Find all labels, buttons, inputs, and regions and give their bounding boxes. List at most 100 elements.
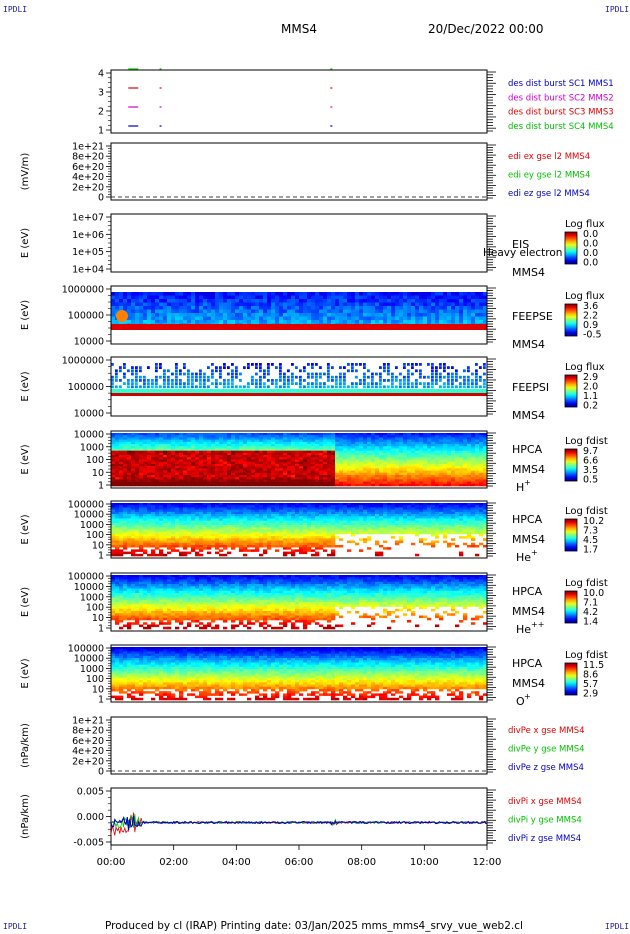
feepse-colorbar-label-2: 0.9 — [583, 320, 598, 331]
hpca_he-ytick-1: 10 — [92, 540, 104, 551]
hpca_h-ytick-1: 10 — [92, 468, 104, 479]
hpca_he2-species: He — [516, 623, 531, 636]
hpca_h-instrument: HPCA — [512, 443, 543, 456]
eis-spacecraft: MMS4 — [512, 266, 545, 279]
hpca_he2-colorbar-label-2: 4.2 — [583, 607, 598, 618]
feepsi-colorbar-label-3: 0.2 — [583, 401, 598, 412]
feepse-colorbar-label-3: -0.5 — [583, 330, 602, 341]
burst-ytick-2: 3 — [98, 88, 104, 99]
divpe-legend-1: divPe y gse MMS4 — [508, 745, 585, 755]
corner-label-tr: IPDLI — [605, 5, 630, 14]
burst-legend-1: des dist burst SC2 MMS2 — [508, 93, 614, 103]
xtick-6: 12:00 — [473, 857, 502, 868]
xtick-3: 06:00 — [285, 857, 314, 868]
feepse-ylabel: E (eV) — [20, 300, 31, 330]
hpca_h-colorbar-label-1: 6.6 — [583, 456, 598, 467]
hpca_he-ytick-4: 10000 — [74, 510, 104, 521]
hpca_o-ylabel: E (eV) — [20, 658, 31, 688]
hpca_he-spacecraft: MMS4 — [512, 533, 545, 546]
divpi-frame — [110, 787, 488, 846]
hpca_he-colorbar-label-2: 4.5 — [583, 535, 598, 546]
eis-ytick-1: 1e+05 — [72, 247, 104, 258]
divpi-ytick-1: 0.000 — [77, 812, 104, 823]
divpi-ytick-0: -0.005 — [73, 838, 104, 849]
hpca_o-ytick-4: 10000 — [74, 654, 104, 665]
edi-frame — [110, 142, 488, 201]
corner-label-tl: IPDLI — [3, 5, 28, 14]
feepsi-colorbar-label-2: 1.1 — [583, 391, 598, 402]
feepse-colorbar — [564, 303, 578, 337]
mission-title: MMS4 — [281, 22, 317, 36]
xtick-5: 10:00 — [410, 857, 439, 868]
divpe-ytick-4: 8e+20 — [72, 726, 104, 737]
xtick-2: 04:00 — [222, 857, 251, 868]
hpca_o-colorbar — [564, 662, 578, 696]
edi-ylabel: (mV/m) — [20, 153, 31, 191]
hpca_he-instrument: HPCA — [512, 513, 543, 526]
feepse-instrument: FEEPSE — [512, 310, 553, 323]
divpi-ytick-2: 0.005 — [77, 787, 104, 798]
eis-colorbar-label-0: 0.0 — [583, 229, 598, 240]
hpca_he2-colorbar-title: Log fdist — [565, 578, 608, 589]
burst-ytick-1: 2 — [98, 107, 104, 118]
feepse-ytick-1: 100000 — [68, 311, 104, 322]
hpca_h-ytick-4: 10000 — [74, 430, 104, 441]
hpca_he2-colorbar-label-3: 1.4 — [583, 617, 598, 628]
edi-ytick-0: 0 — [98, 193, 104, 204]
feepsi-spacecraft: MMS4 — [512, 409, 545, 422]
hpca_h-colorbar-title: Log fdist — [565, 436, 608, 447]
feepsi-ylabel: E (eV) — [20, 371, 31, 401]
hpca_he2-colorbar-label-0: 10.0 — [583, 588, 604, 599]
hpca_he-colorbar-title: Log fdist — [565, 506, 608, 517]
eis-instrument: EIS — [512, 238, 529, 251]
eis-ytick-0: 1e+04 — [72, 265, 104, 276]
divpe-frame — [110, 716, 488, 775]
hpca_he2-spacecraft: MMS4 — [512, 605, 545, 618]
feepsi-colorbar — [564, 374, 578, 408]
xtick-4: 08:00 — [347, 857, 376, 868]
hpca_o-species-sup: + — [524, 692, 531, 701]
hpca_he-ytick-2: 100 — [86, 530, 104, 541]
hpca_o-colorbar-label-0: 11.5 — [583, 660, 604, 671]
divpi-legend-2: divPi z gse MMS4 — [508, 834, 581, 844]
hpca_he2-colorbar-label-1: 7.1 — [583, 598, 598, 609]
divpe-ytick-3: 6e+20 — [72, 736, 104, 747]
feepse-colorbar-title: Log flux — [565, 291, 605, 302]
divpi-series-0 — [110, 812, 488, 836]
divpi-legend-1: divPi y gse MMS4 — [508, 816, 582, 826]
hpca_h-spacecraft: MMS4 — [512, 463, 545, 476]
burst-legend-2: des dist burst SC3 MMS3 — [508, 108, 614, 118]
hpca_he-ytick-5: 100000 — [68, 500, 104, 511]
hpca_he2-ytick-2: 100 — [86, 603, 104, 614]
feepsi-colorbar-label-0: 2.9 — [583, 372, 598, 383]
divpe-ytick-1: 2e+20 — [72, 756, 104, 767]
feepsi-ytick-2: 1000000 — [62, 356, 104, 367]
hpca_o-instrument: HPCA — [512, 657, 543, 670]
eis-frame — [110, 213, 488, 273]
xtick-1: 02:00 — [159, 857, 188, 868]
hpca_h-species-sup: + — [524, 478, 531, 487]
hpca_o-colorbar-label-1: 8.6 — [583, 670, 598, 681]
burst-legend-3: des dist burst SC4 MMS4 — [508, 122, 614, 132]
eis-ytick-2: 1e+06 — [72, 230, 104, 241]
hpca_o-ytick-3: 1000 — [80, 664, 104, 675]
divpe-ytick-2: 4e+20 — [72, 746, 104, 757]
hpca_he2-ytick-0: 1 — [98, 624, 104, 635]
hpca_he2-ytick-4: 10000 — [74, 582, 104, 593]
eis-ylabel: E (eV) — [20, 228, 31, 258]
hpca_he-species: He — [516, 551, 531, 564]
divpi-ylabel: (nPa/km) — [20, 794, 31, 839]
footer-credits: Produced by cl (IRAP) Printing date: 03/… — [105, 920, 523, 932]
hpca_he-species-sup: + — [531, 548, 538, 557]
feepsi-instrument: FEEPSI — [512, 381, 549, 394]
divpe-ytick-0: 0 — [98, 767, 104, 778]
hpca_he-colorbar — [564, 518, 578, 552]
hpca_he2-species-sup: ++ — [531, 620, 544, 629]
hpca_he2-ytick-3: 1000 — [80, 592, 104, 603]
hpca_he-colorbar-label-3: 1.7 — [583, 545, 598, 556]
xtick-0: 00:00 — [97, 857, 126, 868]
edi-legend-2: edi ez gse l2 MMS4 — [508, 189, 590, 199]
hpca_he-colorbar-label-0: 10.2 — [583, 516, 604, 527]
feepsi-ytick-0: 10000 — [74, 409, 104, 420]
